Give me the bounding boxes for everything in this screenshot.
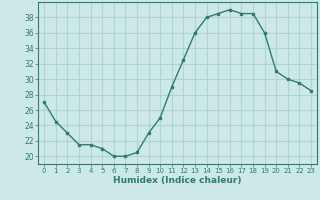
X-axis label: Humidex (Indice chaleur): Humidex (Indice chaleur) bbox=[113, 176, 242, 185]
